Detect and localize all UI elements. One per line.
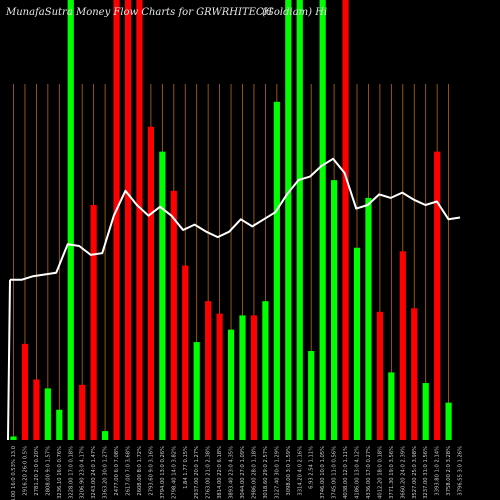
x-tick-label: 4336.00 17:0 0.27% (366, 446, 372, 499)
x-tick-label: 3236.10 16:0 0.76% (57, 446, 63, 499)
bars (10, 0, 452, 441)
bar-green (353, 247, 361, 440)
bar-green (273, 101, 280, 441)
x-tick-label: 3363.20 30:0 1.27% (103, 446, 109, 499)
x-tick-label: 3814.00 22:0 6.18% (217, 446, 223, 499)
x-tick-label: 3771.30 19:0 3.56% (389, 446, 395, 499)
money-flow-line (10, 157, 461, 281)
bar-red (79, 384, 86, 440)
x-tick-label: 3228.00 17:0 0.18% (68, 446, 74, 499)
bar-red (136, 0, 143, 440)
bar-green (67, 0, 74, 440)
x-tick-label: 3044.00 27:0 1.09% (240, 446, 246, 499)
x-tick-label: 2986.00 28:0 1.18% (251, 446, 257, 499)
x-tick-label: 2617.00 7:0 3.68% (126, 446, 132, 496)
bar-red (205, 301, 212, 440)
bar-green (445, 402, 452, 440)
bar-green (331, 180, 338, 440)
bar-red (90, 205, 97, 440)
bar-red (434, 151, 441, 440)
bar-green (44, 388, 51, 440)
bar-red (33, 379, 40, 440)
x-tick-label: 5708.00 16:0 0.53% 13.0 (11, 446, 17, 500)
x-tick-label: 2763.00 21:0 2.38% (206, 446, 212, 499)
bar-green (422, 383, 429, 440)
bar-red (342, 0, 349, 440)
bar-red (411, 308, 418, 440)
chart-title-right: (Goldiam) Hi (262, 7, 327, 18)
x-tick-label: 3314.20 4:0 2.16% (297, 446, 303, 496)
bar-red (124, 0, 132, 440)
bar-green (102, 431, 109, 440)
bar-red (113, 0, 120, 440)
x-tick-label: 2916.20 26:0 0.5% (22, 446, 28, 496)
bar-red (21, 343, 29, 440)
x-tick-label: 2477.00 6:0 7.08% (114, 446, 120, 496)
bar-green (296, 0, 303, 440)
bar-green (56, 409, 63, 440)
x-tick-label: 2798.40 14:0 3.82% (171, 446, 177, 499)
money-flow-line-start (7, 279, 11, 441)
bar-red (399, 251, 406, 440)
bar-green (159, 151, 166, 440)
bar-red (182, 265, 189, 440)
x-tick-label: 3745.00 11:0 0.56% (332, 446, 338, 499)
x-tick-label: 4186.00 13:0 4.12% (355, 446, 361, 499)
bar-green (319, 0, 326, 440)
x-tick-label: 3243.00 24:0 1.47% (91, 446, 97, 499)
x-tick-label: 3527.00 25:0 3.98% (412, 446, 418, 499)
bar-red (147, 126, 154, 440)
x-tick-label: 3893.40 23:0 4.35% (229, 446, 235, 499)
x-tick-label: 3746.00 10:0 1.05% (320, 446, 326, 499)
x-tick-label: 4012.20 18:0 0.18% (377, 446, 383, 499)
bar-green (308, 351, 315, 440)
bar-green (388, 372, 395, 440)
x-tick-label: 4038.00 12:0 1.11% (343, 446, 349, 499)
x-tick-label: 3237.00 31:0 1.56% (423, 446, 429, 499)
x-tick-label: 3018.60 29:0 2.57% (263, 446, 269, 499)
x-tick-label: 2608.00 8:0 1.72% (137, 446, 143, 496)
x-tick-label: 3796.55 3:0 1.26% (458, 446, 464, 496)
bar-red (216, 313, 223, 440)
chart-title: MunafaSutra Money Flow Charts for GRWRHI… (5, 7, 273, 18)
x-tick-label: 2781.20 2:0 0.20% (34, 446, 40, 496)
x-tick-label: 2793.60 9:0 3.16% (148, 446, 154, 496)
x-tick-label: 3794.00 13:0 0.26% (160, 446, 166, 499)
bar-green (285, 0, 292, 440)
bar-red (376, 311, 383, 440)
bar-green (227, 329, 235, 440)
bar-green (193, 342, 200, 440)
bar-green (10, 436, 17, 440)
x-tick-label: 3758.00 2:0 3.28% (446, 446, 452, 496)
bar-green (239, 315, 246, 440)
x-tick-labels: 5708.00 16:0 0.53% 13.0 2916.20 26:0 0.5%… (11, 446, 464, 500)
x-tick-label: 6.93 2.54 1.11% (309, 446, 315, 489)
bar-green (262, 301, 269, 440)
x-tick-label: 3393.80 1:0 2.14% (435, 446, 441, 496)
x-tick-label: 3206.90 23:0 4.17% (80, 446, 86, 499)
money-flow-line-group (7, 157, 461, 441)
x-tick-label: 3127.40 30:0 1.29% (274, 446, 280, 499)
x-tick-label: 1.84 1.77 0.15% (183, 446, 189, 489)
x-tick-label: 2937.00 20:0 1.27% (194, 446, 200, 499)
x-tick-label: 3660.20 24:0 2.39% (400, 446, 406, 499)
x-tick-label: 3098.00 3:0 1.59% (286, 446, 292, 496)
bar-green (365, 197, 372, 440)
bar-red (250, 315, 258, 440)
x-tick-label: 2808.00 9:0 1.57% (45, 446, 51, 496)
bar-red (170, 190, 177, 440)
